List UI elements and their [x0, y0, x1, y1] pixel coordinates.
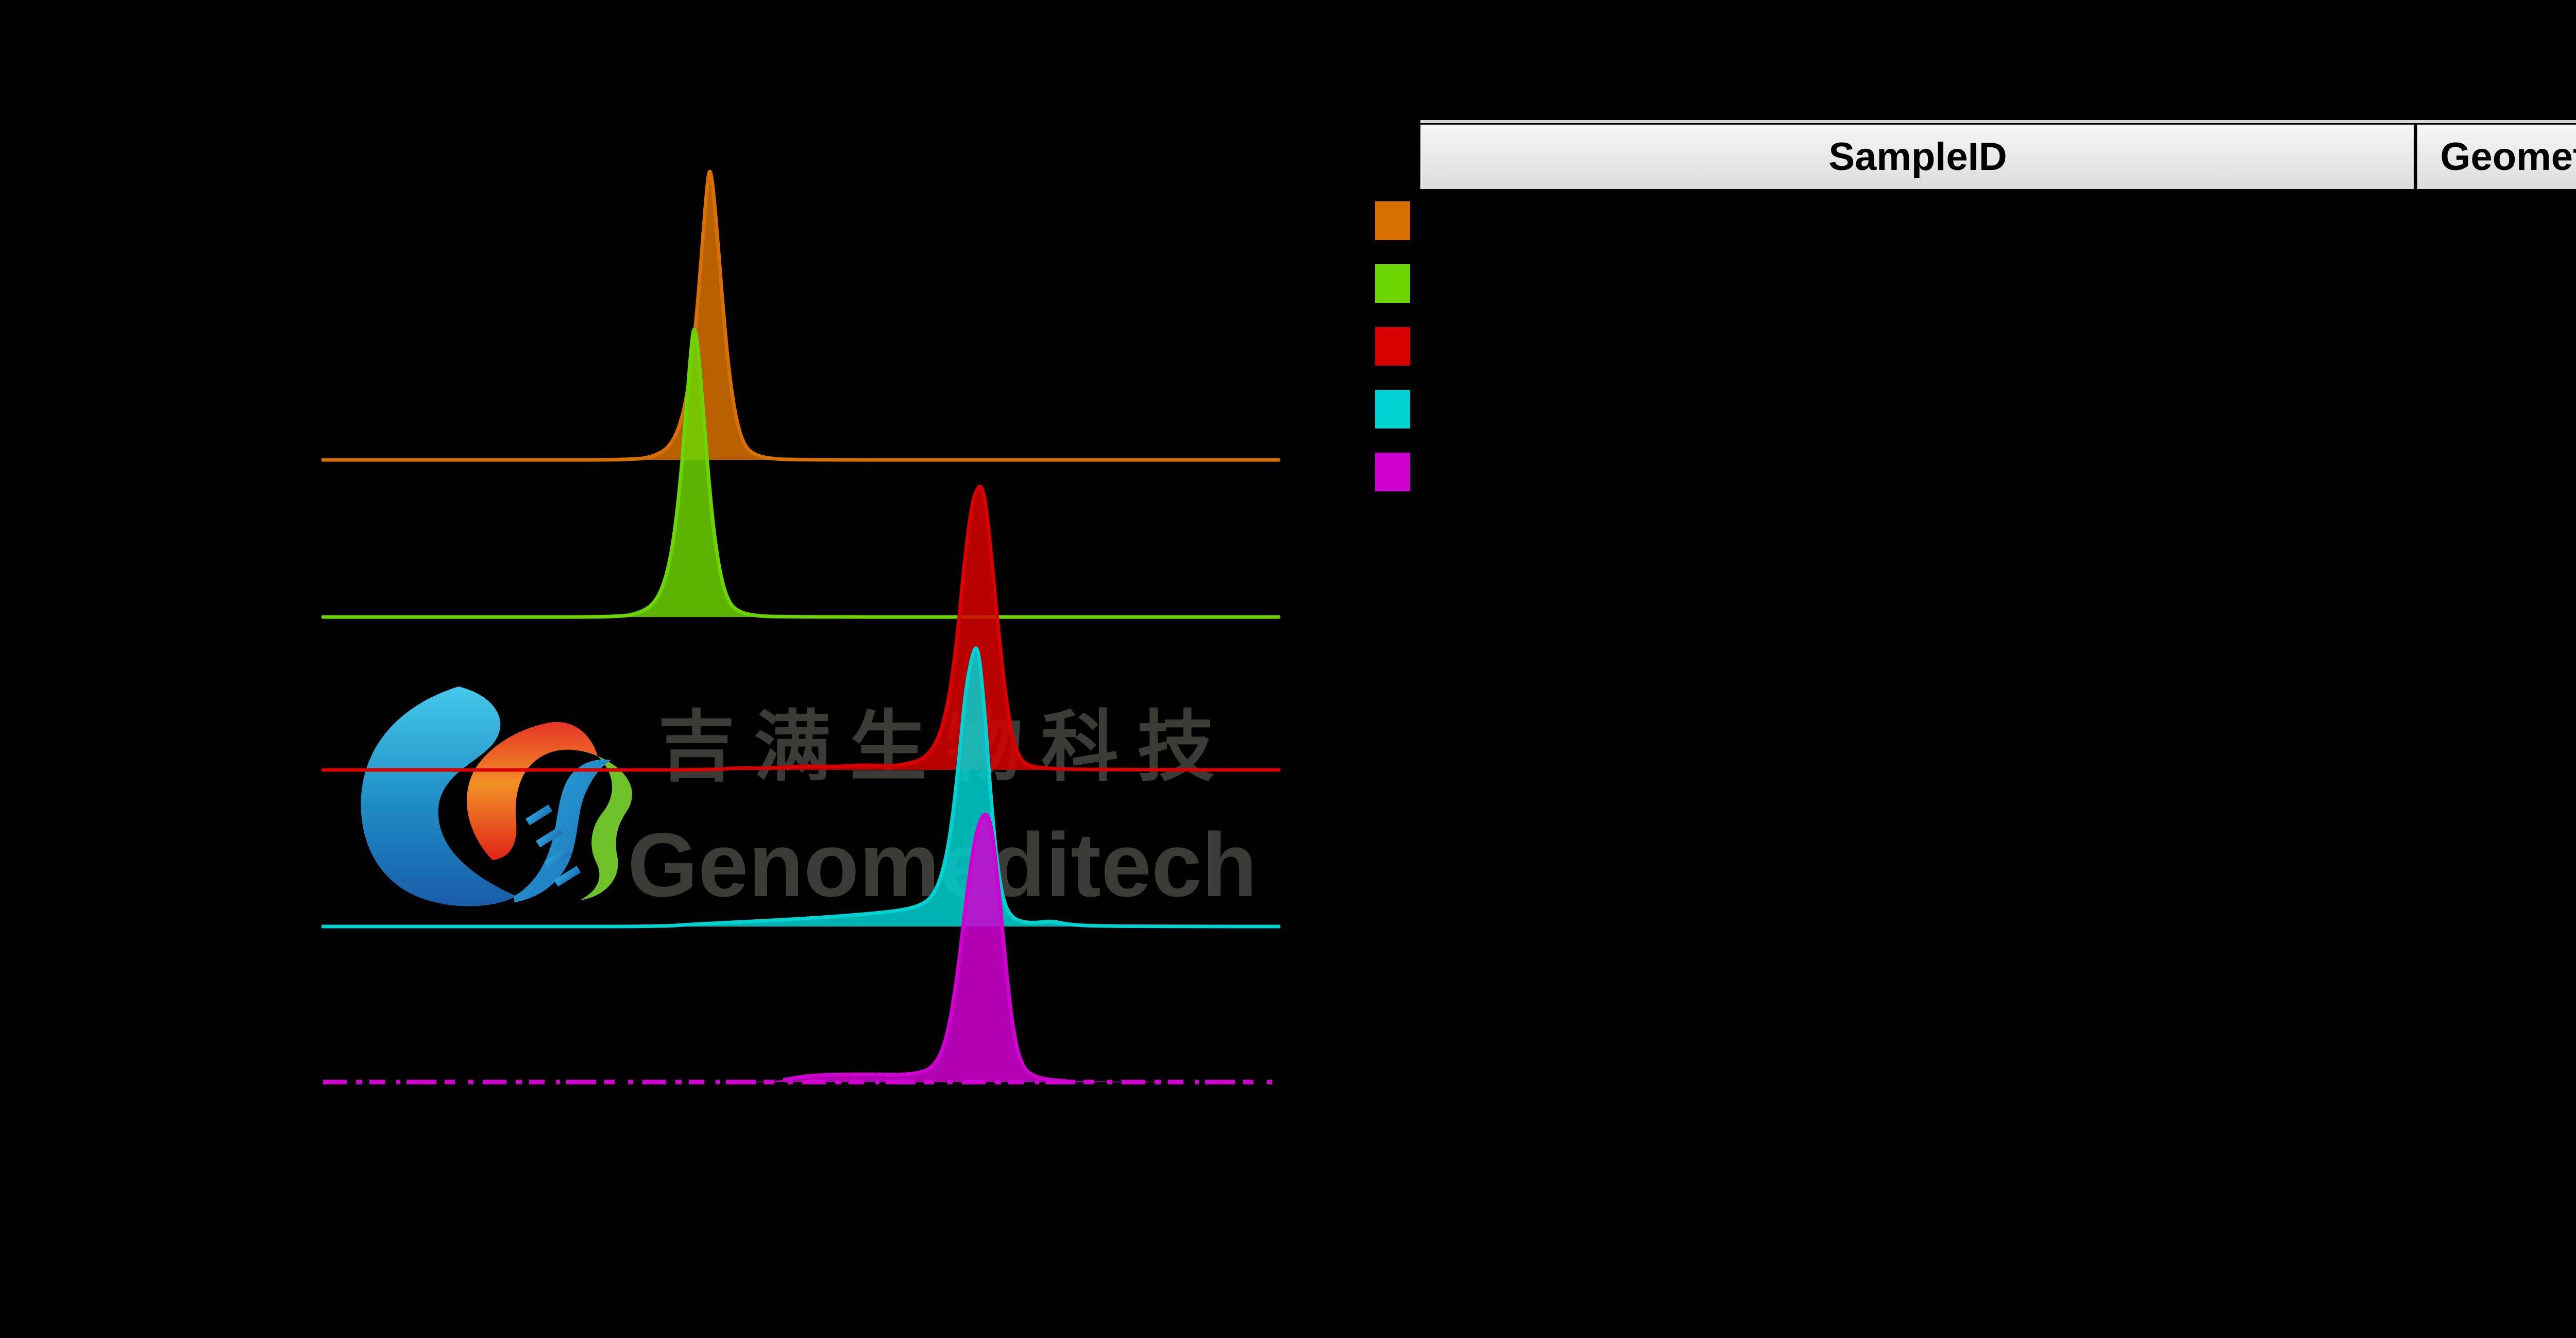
histogram-4-trace [321, 646, 1281, 929]
histogram-5-trace [783, 813, 1067, 1083]
logo-blue-swirl-icon [361, 687, 516, 906]
results-table: SampleID Geometric Mean : FL11-H [1420, 120, 2576, 189]
legend-swatch [1375, 264, 1410, 303]
histogram-1-fill [323, 171, 1279, 460]
histogram-overlay [321, 169, 1281, 1085]
genomeditech-logo: 吉满生物科技 Genomeditech [361, 687, 1257, 916]
legend-swatch [1375, 453, 1410, 491]
legend-swatch [1375, 327, 1410, 366]
table-column-divider [2414, 125, 2417, 189]
logo-dna-strand-icon [514, 759, 611, 902]
legend-swatch [1375, 201, 1410, 240]
logo-dna-rungs-icon [526, 804, 581, 887]
table-header-row: SampleID Geometric Mean : FL11-H [1420, 125, 2576, 189]
logo-flame-icon [467, 722, 598, 860]
logo-green-leaf-icon [580, 756, 632, 900]
table-top-border [1420, 120, 2576, 123]
histogram-1-trace [321, 169, 1281, 462]
legend-swatch [1375, 390, 1410, 428]
column-header-sampleid: SampleID [1828, 135, 2007, 179]
column-header-geometric-mean: Geometric Mean : FL11-H [2440, 135, 2576, 179]
histogram-2-fill [323, 329, 1279, 617]
histogram-2-trace [321, 328, 1281, 619]
histogram-3-trace [321, 485, 1281, 772]
